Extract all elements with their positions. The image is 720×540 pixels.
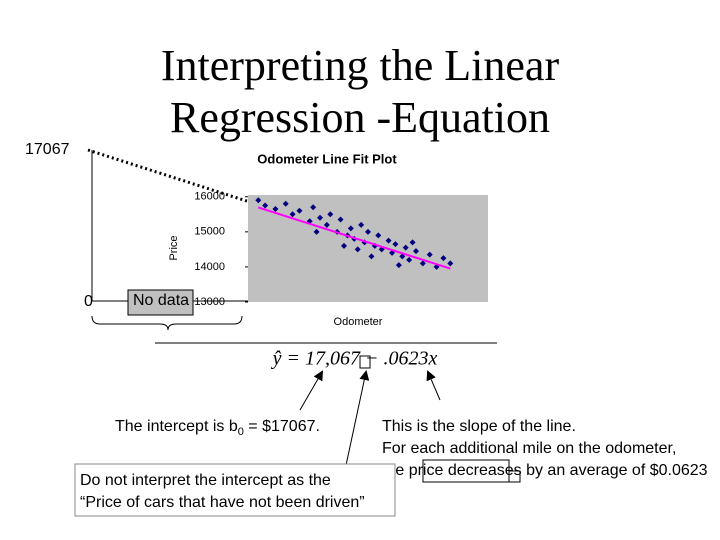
slope-note: For each additional mile on the odometer… xyxy=(382,440,676,457)
point xyxy=(323,221,330,228)
warning-note: “Price of cars that have not been driven… xyxy=(80,494,365,511)
connector xyxy=(470,470,521,483)
subscript: 0 xyxy=(238,426,244,438)
point xyxy=(392,241,399,248)
y-tick-label: 16000 xyxy=(194,191,225,203)
plot-area xyxy=(248,195,488,302)
point xyxy=(413,248,419,255)
point xyxy=(337,216,344,223)
point xyxy=(385,237,392,244)
point xyxy=(327,211,334,218)
axis-annotation: 0 xyxy=(84,293,93,310)
no-data-label: No data xyxy=(133,292,189,309)
point xyxy=(399,253,406,260)
y-tick-label: 15000 xyxy=(194,226,225,238)
dotted-extension xyxy=(87,148,257,206)
slope-note: the price decreases by an average of $0.… xyxy=(382,462,708,479)
point xyxy=(262,202,269,209)
warning-box xyxy=(74,463,396,517)
x-axis-label: Odometer xyxy=(334,316,383,328)
point xyxy=(296,207,303,214)
arrow xyxy=(299,370,324,411)
slope-note: This is the slope of the line. xyxy=(382,418,576,435)
point xyxy=(409,239,416,246)
chart-title: Odometer Line Fit Plot xyxy=(257,151,397,166)
fit-line xyxy=(257,206,451,270)
point xyxy=(447,260,454,267)
point xyxy=(354,246,361,253)
point xyxy=(289,211,296,218)
equation: ŷ = 17,067 − .0623x xyxy=(271,348,438,370)
point xyxy=(282,200,289,207)
point xyxy=(255,197,262,204)
point xyxy=(341,242,347,249)
point xyxy=(310,204,317,211)
warning-note: Do not interpret the intercept as the xyxy=(80,472,331,489)
point xyxy=(272,206,279,213)
point xyxy=(440,255,447,262)
intercept-note: The intercept is b0 = $17067. xyxy=(115,418,320,438)
point xyxy=(347,225,354,232)
point xyxy=(426,251,433,258)
point xyxy=(368,253,375,260)
point xyxy=(402,244,409,251)
y-tick-label: 13000 xyxy=(194,296,225,308)
point xyxy=(313,228,320,235)
point xyxy=(317,214,323,221)
point xyxy=(419,260,426,267)
minus-highlight xyxy=(359,355,371,369)
point xyxy=(365,228,371,235)
point xyxy=(406,256,413,263)
brace xyxy=(91,315,243,331)
chart: Odometer Line Fit Plot Odometer Price 13… xyxy=(168,151,488,328)
arrow xyxy=(344,370,370,471)
arrow xyxy=(426,370,441,401)
no-data-box xyxy=(127,289,194,316)
point xyxy=(358,221,365,228)
slide-title: Interpreting the Linear xyxy=(161,41,560,90)
slide-title: Regression -Equation xyxy=(170,93,550,142)
text: The intercept is b xyxy=(115,418,238,435)
text: = $17067. xyxy=(244,418,320,435)
point xyxy=(395,262,402,269)
y-tick-label: 14000 xyxy=(194,261,225,273)
axis-annotation: 17067 xyxy=(25,141,70,158)
point xyxy=(375,232,382,239)
y-axis-label: Price xyxy=(168,235,180,260)
